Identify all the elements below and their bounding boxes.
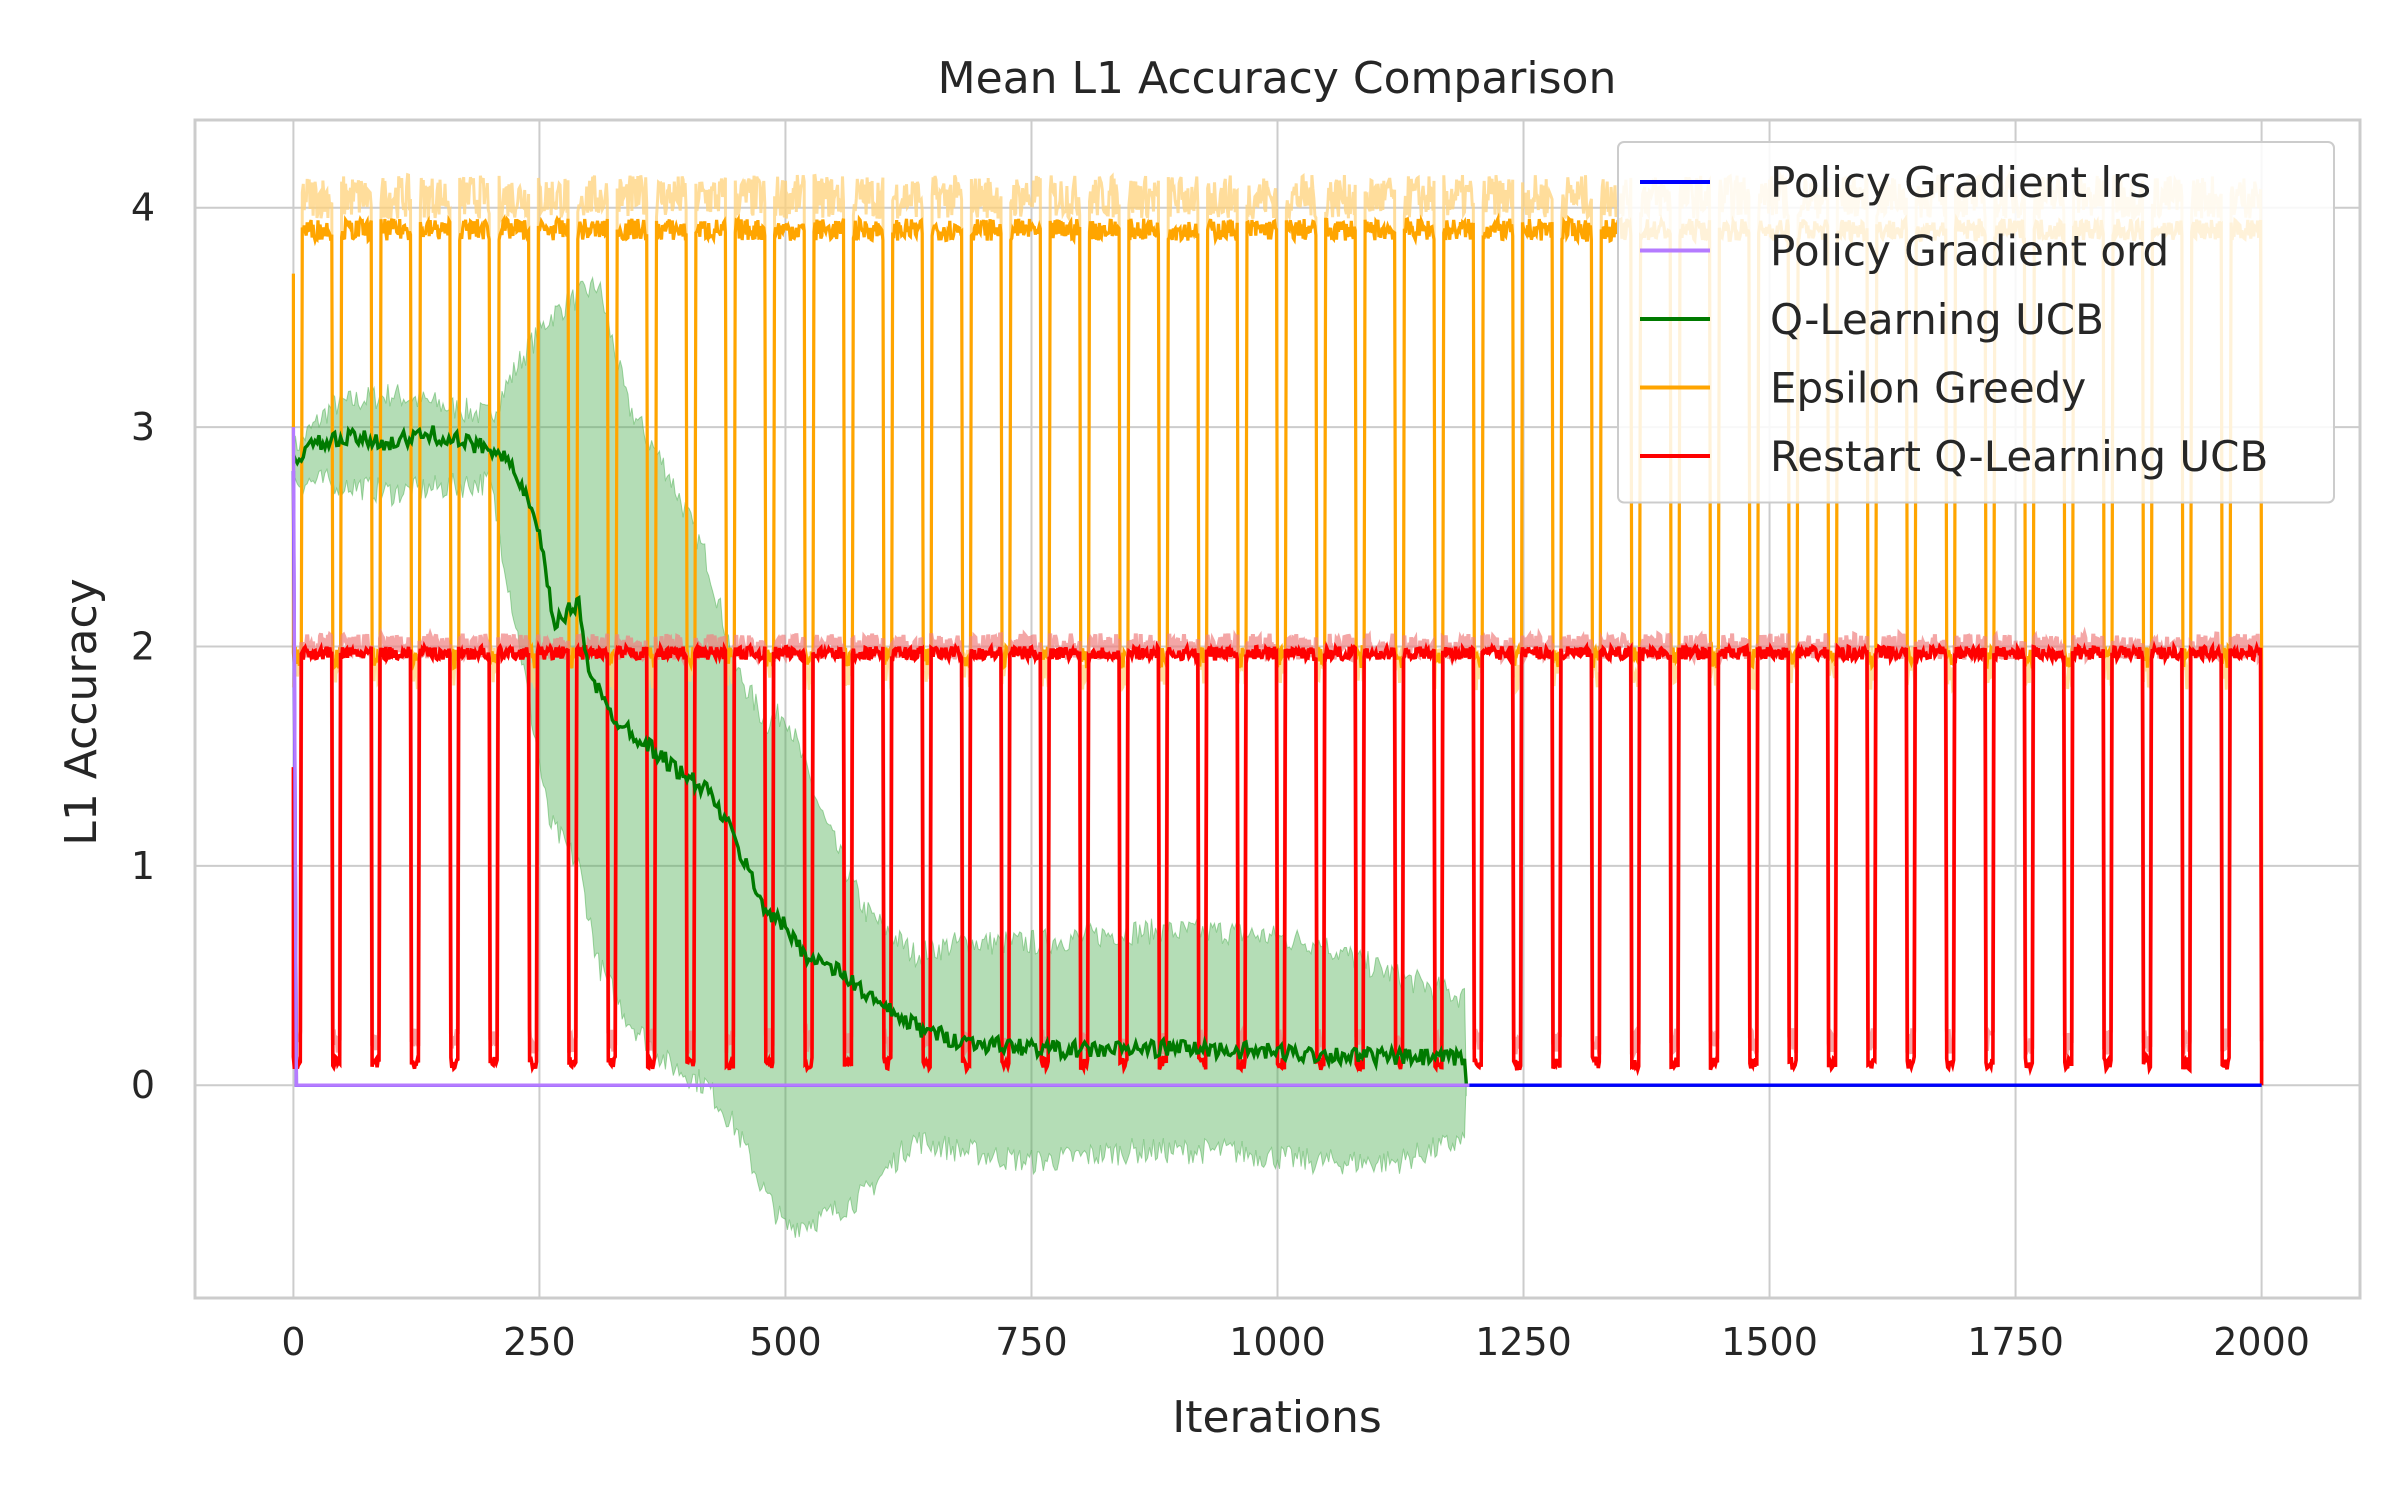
y-tick-label: 3 bbox=[131, 405, 155, 449]
legend-label: Policy Gradient ord bbox=[1770, 227, 2169, 276]
legend-label: Epsilon Greedy bbox=[1770, 364, 2086, 413]
x-tick-label: 250 bbox=[503, 1320, 576, 1364]
x-axis-title: Iterations bbox=[1172, 1392, 1382, 1443]
plot-frame bbox=[193, 118, 2362, 1300]
x-tick-label: 1750 bbox=[1967, 1320, 2064, 1364]
y-tick-label: 1 bbox=[131, 844, 155, 888]
legend-label: Q-Learning UCB bbox=[1770, 295, 2104, 344]
policy-gradient-ord-line bbox=[291, 427, 1470, 1087]
x-tick-label: 2000 bbox=[2213, 1320, 2310, 1364]
y-axis-title: L1 Accuracy bbox=[56, 578, 107, 845]
chart-title: Mean L1 Accuracy Comparison bbox=[938, 53, 1617, 104]
x-tick-label: 500 bbox=[749, 1320, 822, 1364]
y-tick-label: 2 bbox=[131, 624, 155, 668]
legend-label: Policy Gradient lrs bbox=[1770, 158, 2151, 207]
series-layer bbox=[291, 169, 2264, 1238]
legend-label: Restart Q-Learning UCB bbox=[1770, 432, 2268, 481]
x-tick-label: 1250 bbox=[1475, 1320, 1572, 1364]
axis-ticks: 0 250 500 750 1000 1250 1500 1750 2000 0 1 2 3 4 bbox=[131, 186, 2310, 1364]
legend: Policy Gradient lrs Policy Gradient ord Q-… bbox=[1617, 141, 2335, 504]
legend-box bbox=[1617, 141, 2335, 504]
restart-q-learning-ucb-line bbox=[291, 640, 2264, 1086]
y-tick-label: 4 bbox=[131, 186, 155, 230]
x-tick-label: 0 bbox=[281, 1320, 305, 1364]
x-tick-label: 750 bbox=[995, 1320, 1068, 1364]
x-tick-label: 1000 bbox=[1229, 1320, 1326, 1364]
x-tick-label: 1500 bbox=[1721, 1320, 1818, 1364]
y-tick-label: 0 bbox=[131, 1063, 155, 1107]
